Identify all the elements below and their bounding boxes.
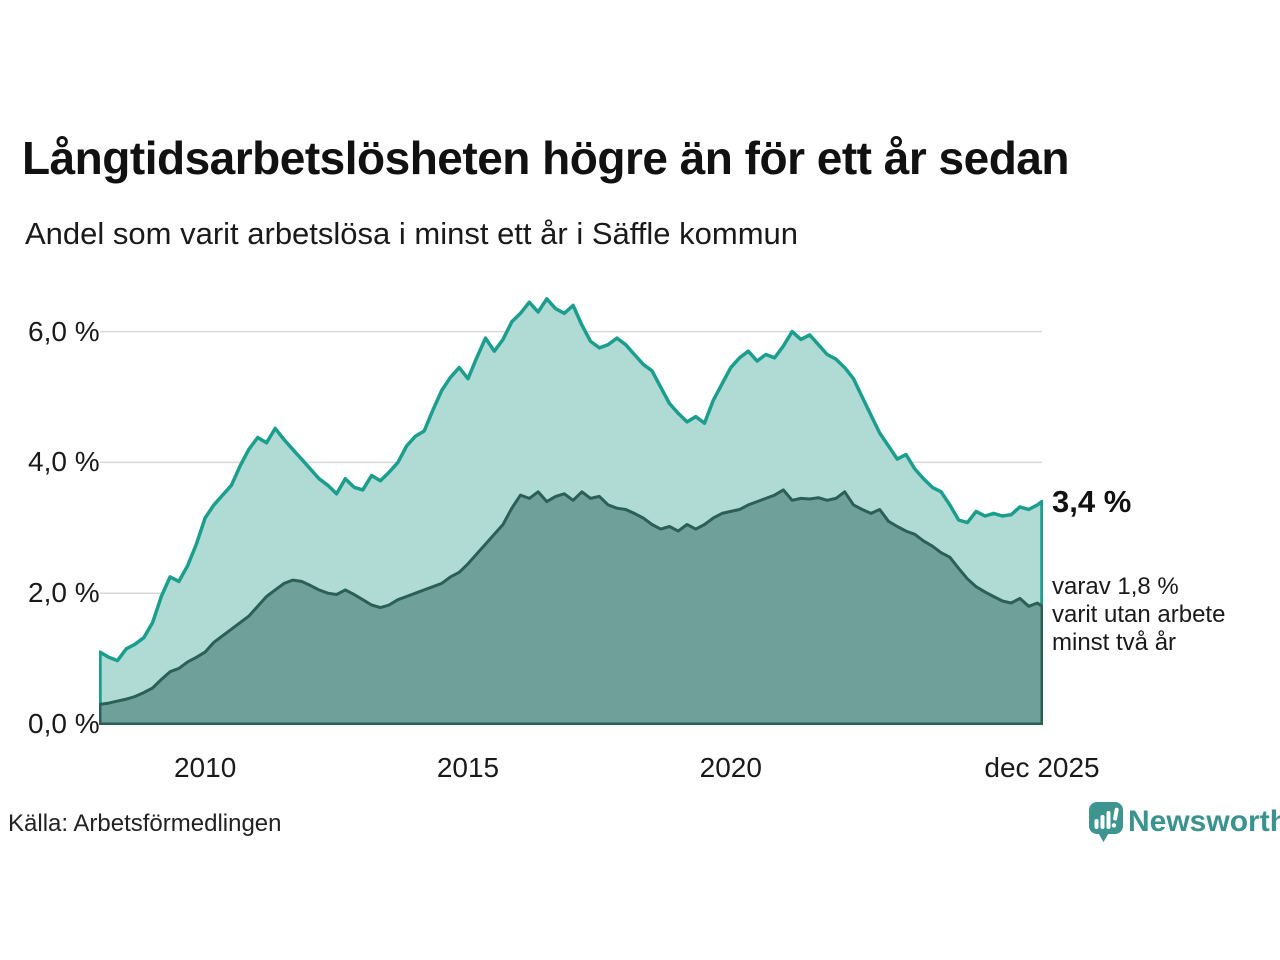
end-note-line: varav 1,8 % [1052,573,1179,600]
end-value-label: 3,4 % [1052,484,1132,519]
x-tick-label: 2015 [436,752,500,783]
newsworthy-logo-icon [1089,802,1123,842]
x-tick-label: dec 2025 [984,752,1100,783]
x-tick-label: 2020 [699,752,762,783]
end-note-line: minst två år [1052,629,1177,656]
y-tick-label: 2,0 % [28,577,100,609]
newsworthy-brand-name: Newsworthy [1128,805,1280,838]
x-tick-label: 2010 [173,752,237,783]
area-chart [99,297,1043,725]
page-title: Långtidsarbetslösheten högre än för ett … [22,132,1069,184]
end-note-line: varit utan arbete [1052,601,1226,628]
source-credit: Källa: Arbetsförmedlingen [8,810,282,837]
page-subtitle: Andel som varit arbetslösa i minst ett å… [25,216,799,251]
y-tick-label: 6,0 % [28,315,100,347]
y-tick-label: 0,0 % [28,708,100,739]
y-tick-label: 4,0 % [28,446,100,478]
area-unemployed-two-years [99,488,1043,725]
end-note-label: varav 1,8 % varit utan arbete minst två … [1052,573,1225,657]
